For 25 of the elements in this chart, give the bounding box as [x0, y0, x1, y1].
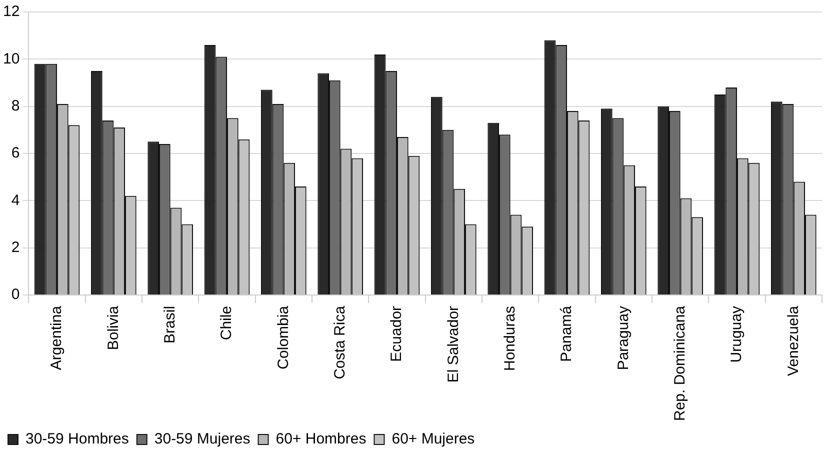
- x-tick-label: Venezuela: [784, 305, 802, 376]
- x-tick-label: Brasil: [161, 306, 178, 344]
- x-tick-label: Bolivia: [104, 305, 122, 350]
- x-tick-label: Uruguay: [728, 305, 746, 363]
- y-tick-label: 2: [11, 238, 20, 256]
- legend-label: 60+ Mujeres: [392, 430, 475, 448]
- y-tick-label: 4: [11, 192, 20, 209]
- y-tick-label: 8: [11, 97, 20, 114]
- x-tick-label: El Salvador: [444, 306, 462, 383]
- x-tick-label: Paraguay: [614, 305, 632, 370]
- x-tick-label: Ecuador: [388, 306, 406, 362]
- x-tick-label: Chile: [218, 306, 236, 340]
- x-tick-label: Panamá: [558, 305, 576, 362]
- y-tick-label: 0: [11, 286, 20, 304]
- legend-label: 30-59 Mujeres: [154, 430, 250, 448]
- y-tick-label: 10: [2, 50, 20, 68]
- y-tick-label: 12: [2, 3, 20, 20]
- legend-label: 60+ Hombres: [276, 430, 366, 448]
- legend-label: 30-59 Hombres: [26, 430, 129, 448]
- y-tick-label: 6: [11, 144, 20, 162]
- x-tick-label: Honduras: [501, 306, 518, 371]
- x-tick-label: Costa Rica: [331, 305, 348, 380]
- x-tick-label: Rep. Dominicana: [671, 305, 688, 422]
- x-tick-label: Argentina: [48, 305, 66, 370]
- x-tick-label: Colombia: [274, 305, 292, 370]
